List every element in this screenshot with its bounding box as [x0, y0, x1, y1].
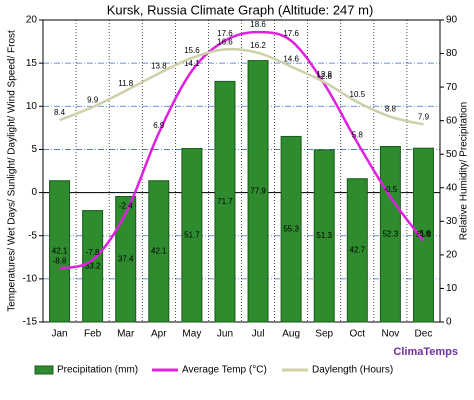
- bar-value-label: 51.3: [316, 231, 332, 240]
- y2-tick-label: 40: [446, 182, 458, 193]
- bar: [181, 148, 203, 323]
- x-tick-label: Aug: [282, 329, 300, 340]
- line: [59, 30, 425, 270]
- bar-value-label: 51.7: [184, 230, 200, 239]
- bar-value-label: 42.1: [52, 246, 68, 255]
- bar: [115, 196, 137, 323]
- y2-tick-label: 90: [446, 15, 458, 26]
- x-tick-label: May: [182, 329, 201, 340]
- bar-value-label: 37.4: [118, 254, 134, 263]
- line-value-label: 18.6: [250, 20, 266, 29]
- line-value-label: 7.9: [418, 113, 430, 122]
- x-tick-label: Nov: [381, 329, 399, 340]
- legend-label: Precipitation (mm): [57, 365, 138, 376]
- x-tick-label: Jan: [51, 329, 67, 340]
- y2-tick-label: 80: [446, 48, 458, 59]
- line-value-label: 14.6: [283, 55, 299, 64]
- y2-tick-label: 70: [446, 82, 458, 93]
- line-value-label: 5.8: [352, 131, 364, 140]
- bar-value-label: 77.9: [250, 186, 266, 195]
- line-value-label: 12.6: [316, 72, 332, 81]
- legend-label: Average Temp (°C): [182, 365, 267, 376]
- bar-value-label: 52.3: [383, 229, 399, 238]
- y2-tick-label: 10: [446, 283, 458, 294]
- y-tick-label: 10: [26, 101, 38, 112]
- line-value-label: 6.9: [153, 121, 165, 130]
- line-value-label: 8.4: [54, 108, 66, 117]
- bar: [280, 135, 302, 323]
- y2-tick-label: 60: [446, 115, 458, 126]
- chart-title: Kursk, Russia Climate Graph (Altitude: 2…: [107, 2, 374, 17]
- line-value-label: 12.8: [316, 70, 332, 79]
- line-value-label: 10.5: [350, 90, 366, 99]
- bar: [148, 180, 170, 323]
- line-value-label: -0.5: [383, 185, 397, 194]
- y2-tick-label: 50: [446, 149, 458, 160]
- y-tick-label: -10: [23, 273, 38, 284]
- line-value-label: 11.8: [118, 79, 134, 88]
- y2-tick-label: 30: [446, 216, 458, 227]
- line-value-label: 17.6: [217, 29, 233, 38]
- bar-value-label: 33.2: [85, 261, 101, 270]
- x-tick-label: Apr: [151, 329, 167, 340]
- x-tick-label: Sep: [315, 329, 333, 340]
- y-tick-label: -15: [23, 317, 38, 328]
- bar: [346, 178, 368, 323]
- line-value-label: 9.9: [87, 95, 99, 104]
- line-value-label: 14.1: [184, 59, 200, 68]
- line-value-label: 17.6: [283, 29, 299, 38]
- bar-value-label: 71.7: [217, 197, 233, 206]
- y-tick-label: 20: [26, 15, 38, 26]
- line-value-label: 8.8: [385, 105, 397, 114]
- line-value-label: 16.2: [250, 41, 266, 50]
- bar-value-label: 55.3: [283, 224, 299, 233]
- line-value-label: 16.6: [217, 37, 233, 46]
- x-tick-label: Jun: [217, 329, 233, 340]
- bar-value-label: 42.7: [350, 245, 366, 254]
- y-tick-label: -5: [28, 230, 37, 241]
- y-tick-label: 0: [31, 187, 37, 198]
- line-value-label: -5.6: [417, 229, 431, 238]
- bar: [412, 147, 434, 323]
- y2-tick-label: 0: [446, 317, 452, 328]
- line-value-label: 13.8: [151, 62, 167, 71]
- bar-value-label: 51.8: [416, 230, 432, 239]
- bar: [313, 149, 335, 323]
- line-value-label: -2.4: [119, 201, 133, 210]
- line: [59, 47, 424, 126]
- y-axis-title: Temperatures/ Wet Days/ Sunlight/ Daylig…: [7, 30, 18, 312]
- line-value-label: -8.8: [53, 257, 67, 266]
- line-value-label: 15.6: [184, 46, 200, 55]
- y-tick-label: 5: [31, 144, 37, 155]
- plot-frame: [42, 19, 441, 323]
- watermark: ClimaTemps: [393, 346, 458, 358]
- legend-label: Daylength (Hours): [312, 365, 393, 376]
- legend-swatch: [34, 365, 54, 375]
- x-tick-label: Feb: [84, 329, 102, 340]
- bar: [214, 80, 236, 323]
- y2-axis-title: Relative Humidity/ Precipitation: [459, 102, 470, 240]
- x-tick-label: Oct: [350, 329, 366, 340]
- x-tick-label: Mar: [117, 329, 135, 340]
- x-tick-label: Dec: [415, 329, 433, 340]
- bar-value-label: 42.1: [151, 246, 167, 255]
- bar: [247, 60, 269, 323]
- line-value-label: -7.8: [86, 248, 100, 257]
- bar: [49, 180, 71, 323]
- y2-tick-label: 20: [446, 250, 458, 261]
- y-tick-label: 15: [26, 58, 38, 69]
- x-tick-label: Jul: [252, 329, 265, 340]
